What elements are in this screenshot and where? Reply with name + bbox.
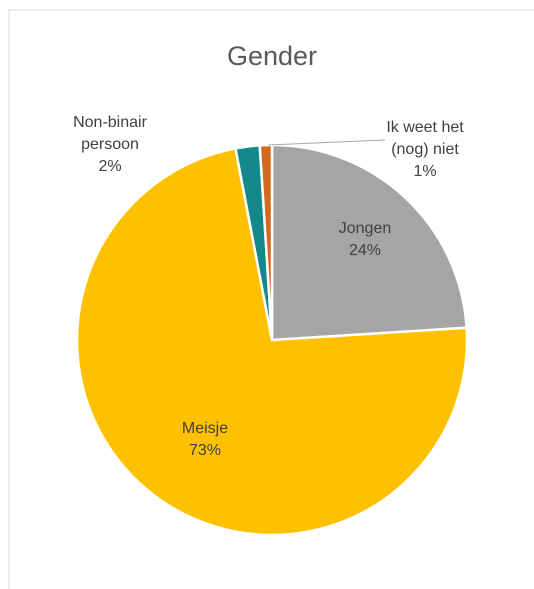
category-label: Jongen [338, 220, 392, 237]
slice-label: Non-binair persoon 2% [70, 112, 150, 178]
slice-label: Jongen 24% [320, 218, 410, 262]
value-label: 2% [98, 158, 122, 175]
category-label: Non-binair persoon [73, 114, 147, 153]
chart-title: Gender [227, 41, 317, 71]
slice-label: Ik weet het (nog) niet 1% [385, 117, 465, 183]
pie-slice [75, 146, 469, 537]
value-label: 24% [348, 242, 382, 259]
slices [75, 143, 469, 537]
chart-frame [8, 9, 534, 589]
category-label: Meisje [181, 420, 229, 437]
slice-label: Meisje 73% [160, 418, 250, 462]
value-label: 73% [188, 442, 222, 459]
pie-slice [270, 143, 468, 342]
leader-line [267, 139, 386, 146]
value-label: 1% [413, 163, 437, 180]
category-label: Ik weet het (nog) niet [386, 119, 464, 158]
